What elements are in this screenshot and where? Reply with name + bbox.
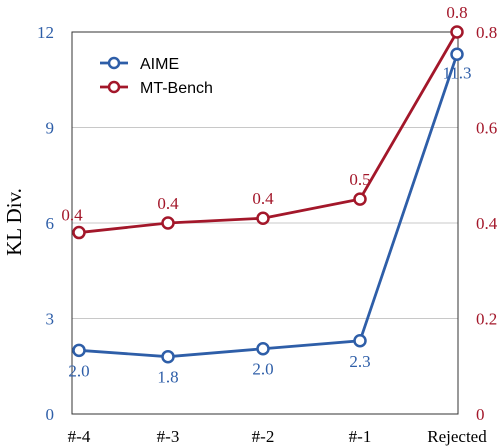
legend: AIME MT-Bench [100,56,213,97]
data-point [450,47,464,62]
data-label: 2.0 [68,361,89,380]
data-point [353,334,367,348]
x-tick-label: #-1 [349,427,372,446]
data-point [161,216,175,230]
y-left-tick-label: 9 [46,119,55,138]
legend-entry: AIME [100,56,179,73]
y-right-tick-label: 0.8 [476,23,497,42]
data-point [256,341,270,356]
series-mt-bench: 0.4 0.4 0.4 0.5 0.8 [61,3,468,240]
y-right-tick-label: 0.6 [476,119,497,138]
data-point [256,211,270,225]
data-point [72,343,86,358]
legend-entry: MT-Bench [100,80,213,97]
x-tick-label: #-2 [252,427,275,446]
data-point [353,192,367,206]
series-aime: 2.0 1.8 2.0 2.3 11.3 [68,47,472,387]
y-right-tick-label: 0.2 [476,310,497,329]
legend-swatch-marker [107,80,121,94]
data-label: 2.0 [252,360,273,379]
y-left-tick-label: 12 [37,23,54,42]
series-layer: 2.0 1.8 2.0 2.3 11.3 0.4 0.4 0.4 0.5 0.8 [61,3,471,387]
tick-labels: 0 3 6 9 12 0 0.2 0.4 0.6 0.8 #-4 #-3 #-2 #-1 Rejected [37,23,498,446]
data-label: 0.4 [157,194,179,213]
x-tick-label: #-4 [68,427,91,446]
data-point [161,349,175,364]
y-left-tick-label: 0 [46,405,55,424]
data-label: 2.3 [349,352,370,371]
legend-label: MT-Bench [140,80,213,97]
data-label: 1.8 [157,368,178,387]
legend-label: AIME [140,56,179,73]
data-label: 11.3 [442,63,471,82]
y-left-tick-label: 3 [46,310,55,329]
data-point [72,225,86,240]
x-tick-label: #-3 [157,427,180,446]
y-right-tick-label: 0.4 [476,214,498,233]
y-axis-label: KL Div. [2,188,26,256]
data-point [450,25,464,39]
data-label: 0.5 [349,170,370,189]
data-label: 0.4 [252,189,274,208]
plot-border [71,31,459,415]
legend-swatch-marker [107,56,121,70]
y-right-tick-label: 0 [476,405,485,424]
y-left-tick-label: 6 [46,214,55,233]
data-label: 0.8 [446,3,467,22]
x-tick-label: Rejected [427,427,487,446]
plot-frame [71,31,459,415]
data-label: 0.4 [61,206,83,225]
